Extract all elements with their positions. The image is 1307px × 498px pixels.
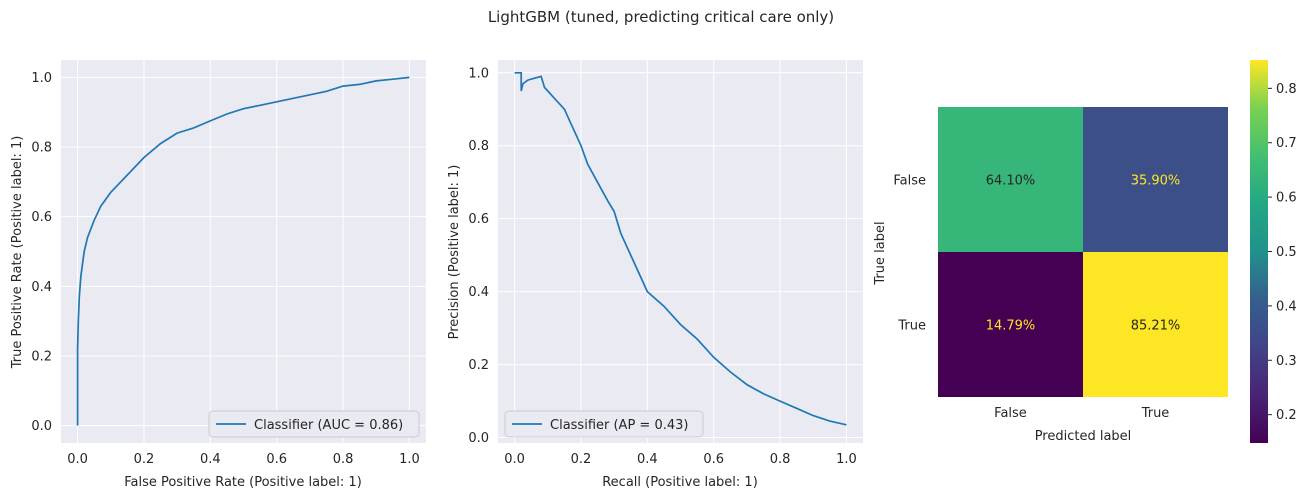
roc-xtick-label: 0.4 [200, 452, 221, 467]
pr-xtick-label: 0.6 [703, 452, 724, 467]
roc-ytick-label: 0.4 [31, 280, 52, 295]
cm-colorbar [1250, 60, 1268, 443]
roc-xtick-label: 0.2 [134, 452, 155, 467]
cm-cell-label: 64.10% [986, 174, 1036, 189]
roc-ytick-label: 0.2 [31, 349, 52, 364]
roc-xlabel: False Positive Rate (Positive label: 1) [124, 475, 362, 490]
roc-plot-area [61, 60, 426, 443]
cm-tick-labels: False True False True [893, 174, 1169, 422]
roc-legend: Classifier (AUC = 0.86) [208, 410, 420, 438]
roc-xtick-label: 1.0 [399, 452, 420, 467]
cm-cell-label: 35.90% [1131, 174, 1181, 189]
cm-ytick-label: False [893, 174, 926, 189]
cm-cell-label: 14.79% [986, 319, 1036, 334]
roc-legend-box [208, 410, 420, 438]
cm-cell-label: 85.21% [1131, 319, 1181, 334]
cm-colorbar-tick-label: 0.4 [1276, 299, 1297, 314]
pr-ylabel: Precision (Positive label: 1) [447, 165, 462, 340]
roc-xtick-label: 0.6 [266, 452, 287, 467]
cm-cell [1083, 252, 1228, 397]
cm-colorbar-tick-label: 0.2 [1276, 408, 1297, 423]
figure-title: LightGBM (tuned, predicting critical car… [488, 8, 834, 26]
pr-xtick-label: 0.0 [504, 452, 525, 467]
roc-ytick-label: 1.0 [31, 71, 52, 86]
roc-ylabel: True Positive Rate (Positive label: 1) [10, 136, 25, 370]
pr-xtick-label: 0.8 [770, 452, 791, 467]
pr-xlabel: Recall (Positive label: 1) [602, 475, 758, 490]
roc-gridlines [61, 60, 426, 443]
pr-ytick-label: 0.4 [468, 285, 489, 300]
pr-xtick-label: 1.0 [836, 452, 857, 467]
cm-colorbar-tick-label: 0.6 [1276, 191, 1297, 206]
pr-ytick-label: 0.6 [468, 212, 489, 227]
roc-legend-label: Classifier (AUC = 0.86) [254, 418, 403, 433]
cm-xlabel: Predicted label [1035, 429, 1132, 444]
roc-ytick-label: 0.6 [31, 210, 52, 225]
cm-colorbar-tick-label: 0.5 [1276, 245, 1297, 260]
cm-colorbar-tick-label: 0.7 [1276, 136, 1297, 151]
pr-ytick-label: 1.0 [468, 66, 489, 81]
pr-xtick-label: 0.2 [571, 452, 592, 467]
cm-cell [938, 252, 1083, 397]
pr-gridlines [498, 60, 863, 443]
pr-plot-area [498, 60, 863, 443]
pr-legend-box [504, 410, 704, 438]
cm-cell [938, 107, 1083, 252]
pr-tick-labels: 0.0 0.2 0.4 0.6 0.8 1.0 0.0 0.2 0.4 0.6 0.8 1.0 [468, 66, 856, 467]
cm-xtick-label: True [1141, 406, 1170, 421]
roc-curve [76, 76, 410, 426]
cm-colorbar-tick-label: 0.8 [1276, 82, 1297, 97]
cm-ytick-label: True [897, 319, 926, 334]
roc-ytick-label: 0.0 [31, 419, 52, 434]
pr-ytick-label: 0.2 [468, 358, 489, 373]
cm-cell [1083, 107, 1228, 252]
cm-xtick-label: False [994, 406, 1027, 421]
cm-cells: 64.10% 35.90% 14.79% 85.21% [938, 107, 1228, 397]
roc-xtick-label: 0.8 [333, 452, 354, 467]
pr-legend: Classifier (AP = 0.43) [504, 410, 704, 438]
cm-colorbar-ticks: 0.2 0.3 0.4 0.5 0.6 0.7 0.8 [1268, 82, 1297, 423]
roc-tick-labels: 0.0 0.2 0.4 0.6 0.8 1.0 0.0 0.2 0.4 0.6 0.8 1.0 [31, 71, 419, 467]
pr-xtick-label: 0.4 [637, 452, 658, 467]
roc-xtick-label: 0.0 [67, 452, 88, 467]
roc-panel: 0.0 0.2 0.4 0.6 0.8 1.0 0.0 0.2 0.4 0.6 0.8 1.0 Fal… [10, 60, 426, 490]
pr-legend-label: Classifier (AP = 0.43) [550, 418, 688, 433]
pr-curve [514, 71, 847, 426]
roc-ytick-label: 0.8 [31, 141, 52, 156]
cm-colorbar-tick-label: 0.3 [1276, 354, 1297, 369]
pr-ytick-label: 0.8 [468, 139, 489, 154]
pr-ytick-label: 0.0 [468, 431, 489, 446]
cm-ylabel: True label [873, 221, 888, 285]
pr-panel: 0.0 0.2 0.4 0.6 0.8 1.0 0.0 0.2 0.4 0.6 0.8 1.0 Rec… [447, 60, 863, 490]
cm-panel: 64.10% 35.90% 14.79% 85.21% False True False T… [873, 60, 1297, 444]
